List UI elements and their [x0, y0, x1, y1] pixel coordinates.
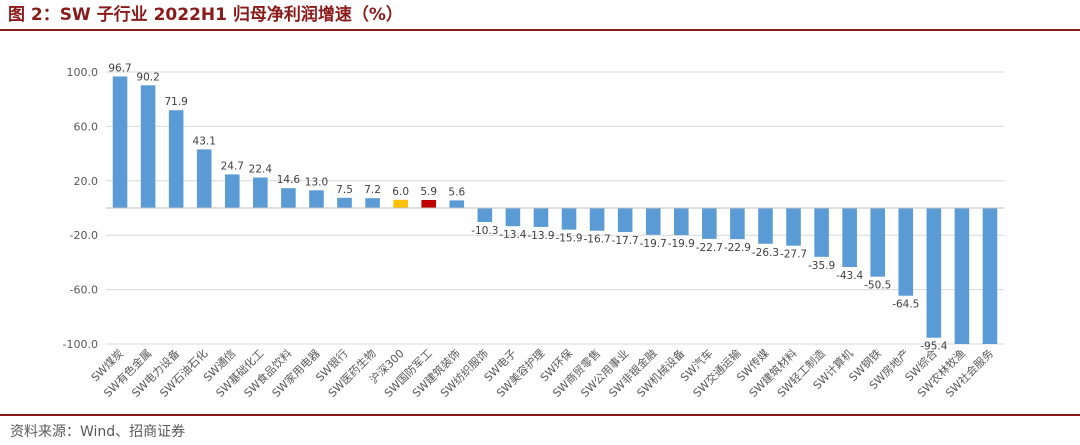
data-label: -15.9 — [555, 233, 582, 245]
bar — [954, 208, 970, 344]
bar — [814, 208, 829, 257]
bar — [758, 208, 773, 244]
bar — [365, 198, 380, 208]
bar-chart: 100.0 60.0 20.0 -20.0 -60.0 -100.0 96.7 90.2 71… — [63, 62, 1004, 400]
bar — [645, 208, 661, 235]
data-label: 71.9 — [164, 96, 187, 108]
bar — [589, 208, 605, 231]
y-tick-label: -60.0 — [70, 284, 98, 297]
data-label: -64.5 — [892, 299, 919, 311]
bar — [786, 208, 801, 246]
data-label: -13.9 — [527, 230, 554, 242]
data-label: -50.5 — [864, 280, 891, 292]
bar — [168, 110, 184, 208]
chart-title: 图 2：SW 子行业 2022H1 归母净利润增速（%） — [8, 5, 403, 25]
category-labels: SW煤炭SW有色金属SW电力设备SW石油石化SW通信SW基础化工SW食品饮料SW… — [89, 346, 996, 400]
bar — [281, 188, 296, 208]
data-label: 96.7 — [108, 62, 131, 74]
data-label: -22.9 — [724, 242, 751, 254]
bar — [617, 208, 633, 233]
data-label: -19.9 — [668, 238, 695, 250]
y-tick-label: 60.0 — [74, 120, 99, 133]
data-label: 22.4 — [249, 164, 273, 176]
bar — [533, 208, 549, 227]
footer-divider — [0, 414, 1080, 416]
y-tick-label: -100.0 — [63, 338, 98, 351]
data-label: -10.3 — [471, 225, 498, 237]
data-label: 24.7 — [221, 160, 244, 172]
y-tick-label: -20.0 — [70, 229, 98, 242]
title-divider — [0, 29, 1080, 31]
bar — [224, 174, 240, 208]
y-axis-ticks: 100.0 60.0 20.0 -20.0 -60.0 -100.0 — [63, 66, 98, 351]
bar — [337, 197, 352, 208]
bar — [477, 208, 493, 223]
data-label: -17.7 — [612, 235, 639, 247]
data-label: -13.4 — [499, 229, 526, 241]
bar — [140, 85, 156, 208]
bar — [898, 208, 914, 296]
data-label: 43.1 — [193, 135, 216, 147]
y-tick-label: 20.0 — [74, 175, 99, 188]
bar — [870, 208, 886, 277]
data-label: -22.7 — [696, 242, 723, 254]
bar — [730, 208, 745, 240]
data-label: -27.7 — [780, 249, 807, 261]
data-labels: 96.7 90.2 71.9 43.1 24.7 22.4 14.6 13.0 7.5 7.2 6.… — [108, 62, 947, 352]
bar — [842, 208, 857, 268]
bar — [561, 208, 577, 230]
data-label: 14.6 — [277, 174, 301, 186]
bar — [421, 199, 437, 208]
bar — [702, 208, 717, 239]
bar — [112, 76, 128, 208]
data-label: 90.2 — [136, 71, 159, 83]
data-label: -35.9 — [808, 260, 835, 272]
data-label: -95.4 — [920, 341, 947, 353]
data-label: 6.0 — [392, 186, 409, 198]
bar — [449, 200, 465, 208]
bar — [253, 177, 268, 208]
bar — [926, 208, 942, 338]
bar — [393, 199, 408, 208]
source-note: 资料来源：Wind、招商证券 — [10, 424, 186, 440]
data-label: 7.5 — [336, 184, 353, 196]
data-label: -16.7 — [584, 234, 611, 246]
data-label: -26.3 — [752, 247, 779, 259]
data-label: 5.9 — [420, 186, 437, 198]
data-label: -43.4 — [836, 270, 863, 282]
bar — [673, 208, 689, 236]
data-label: 5.6 — [448, 186, 465, 198]
bar — [982, 208, 998, 344]
y-tick-label: 100.0 — [67, 66, 99, 79]
data-label: -19.7 — [640, 238, 667, 250]
data-label: 13.0 — [305, 176, 328, 188]
bar — [196, 149, 212, 208]
bars — [112, 76, 998, 344]
bar — [505, 208, 521, 227]
bar — [309, 190, 324, 208]
data-label: 7.2 — [364, 184, 381, 196]
